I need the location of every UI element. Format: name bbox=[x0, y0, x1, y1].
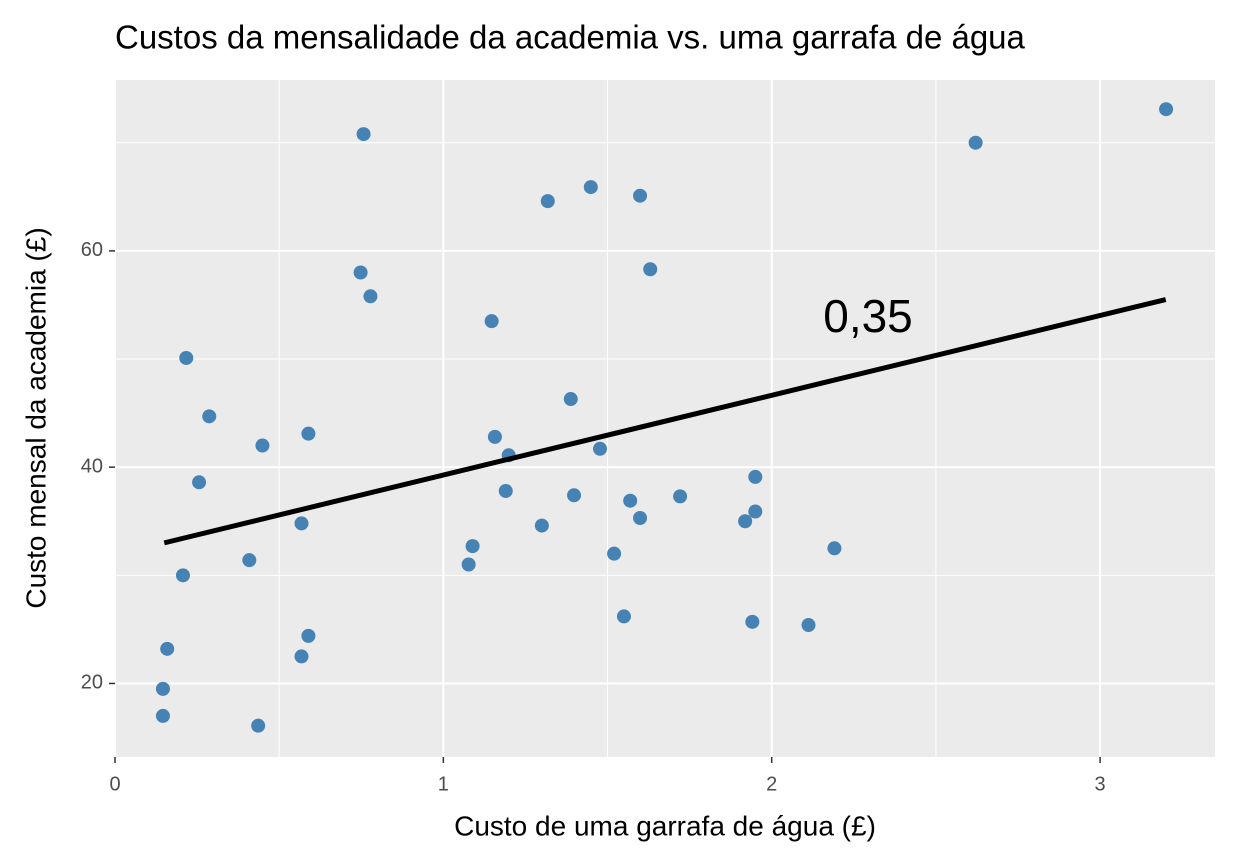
x-axis-title: Custo de uma garrafa de água (£) bbox=[454, 810, 876, 841]
point bbox=[192, 475, 207, 490]
chart-title: Custos da mensalidade da academia vs. um… bbox=[115, 19, 1026, 56]
point bbox=[633, 510, 648, 525]
point bbox=[633, 188, 648, 203]
point bbox=[461, 557, 476, 572]
point bbox=[175, 568, 190, 583]
point bbox=[255, 438, 270, 453]
point bbox=[301, 426, 316, 441]
point bbox=[179, 350, 194, 365]
annotation: 0,35 bbox=[823, 290, 913, 342]
point bbox=[801, 618, 816, 633]
point bbox=[251, 718, 266, 733]
point bbox=[294, 516, 309, 531]
point bbox=[748, 504, 763, 519]
x-tick-label: 0 bbox=[109, 773, 120, 795]
panel bbox=[115, 80, 1215, 757]
point bbox=[643, 262, 658, 277]
point bbox=[363, 289, 378, 304]
point bbox=[484, 314, 499, 329]
point bbox=[155, 681, 170, 696]
point bbox=[567, 488, 582, 503]
point bbox=[738, 514, 753, 529]
x-tick-label: 1 bbox=[438, 773, 449, 795]
y-axis-title: Custo mensal da academia (£) bbox=[20, 227, 51, 608]
y-tick-label: 60 bbox=[81, 239, 103, 261]
y-tick-label: 40 bbox=[81, 455, 103, 477]
point bbox=[673, 489, 688, 504]
x-tick-label: 2 bbox=[766, 773, 777, 795]
point bbox=[202, 409, 217, 424]
point bbox=[1159, 102, 1174, 117]
point bbox=[465, 539, 480, 554]
point bbox=[968, 135, 983, 150]
point bbox=[616, 609, 631, 624]
point bbox=[583, 180, 598, 195]
point bbox=[301, 628, 316, 643]
point bbox=[623, 493, 638, 508]
point bbox=[592, 441, 607, 456]
point bbox=[827, 541, 842, 556]
point bbox=[160, 641, 175, 656]
point bbox=[540, 194, 555, 209]
point bbox=[563, 392, 578, 407]
fit-line bbox=[163, 297, 1167, 546]
point bbox=[487, 429, 502, 444]
y-tick-label: 20 bbox=[81, 672, 103, 694]
point bbox=[745, 614, 760, 629]
point bbox=[534, 518, 549, 533]
point bbox=[607, 546, 622, 561]
point bbox=[155, 708, 170, 723]
point bbox=[242, 553, 257, 568]
x-tick-label: 3 bbox=[1095, 773, 1106, 795]
point bbox=[353, 265, 368, 280]
point bbox=[294, 649, 309, 664]
point bbox=[748, 469, 763, 484]
point bbox=[498, 483, 513, 498]
point bbox=[356, 127, 371, 142]
